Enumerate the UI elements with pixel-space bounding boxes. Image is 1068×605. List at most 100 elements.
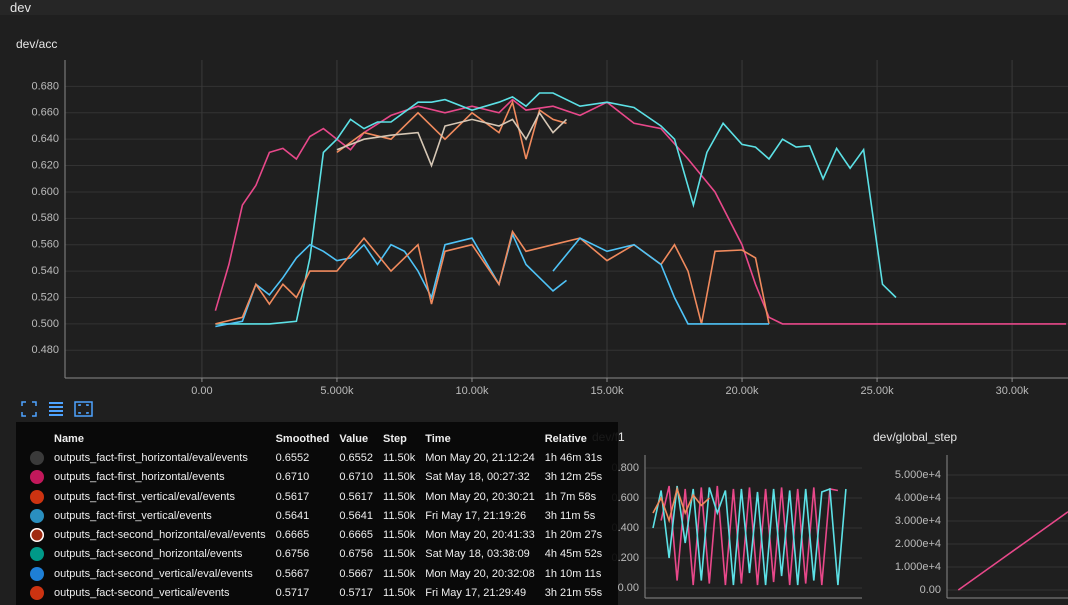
cell: 0.5617 <box>275 490 310 503</box>
swatch-cell <box>26 506 50 525</box>
cell: 1h 20m 27s <box>544 529 603 542</box>
toolbar <box>21 401 93 417</box>
x-tick-label: 20.00k <box>726 385 760 397</box>
swatch-cell <box>26 583 50 602</box>
x-tick-label: 5.000k <box>320 385 354 397</box>
y-tick-label: 0.400 <box>611 522 639 534</box>
series-line <box>215 229 770 325</box>
color-dot <box>30 586 44 601</box>
color-dot <box>30 547 44 562</box>
y-tick-label: 0.500 <box>31 318 59 330</box>
color-dot <box>30 508 44 523</box>
cell: 0.5617 <box>339 490 374 503</box>
fit-icon[interactable] <box>74 401 93 417</box>
cell: 1h 46m 31s <box>544 451 603 464</box>
cell: 0.5641 <box>339 509 374 522</box>
lines-icon[interactable] <box>49 402 63 416</box>
swatch-cell <box>26 448 50 467</box>
cell: 0.6552 <box>339 451 374 464</box>
row: outputs_fact-first_horizontal/eval/event… <box>26 448 608 467</box>
cell: 0.5717 <box>339 587 374 600</box>
y-tick-label: 0.680 <box>31 80 59 92</box>
header-cell: Step <box>383 432 407 445</box>
cell: 0.6665 <box>339 529 374 542</box>
cell: Mon May 20, 20:32:08 <box>425 567 535 580</box>
row: outputs_fact-second_vertical/eval/events… <box>26 564 608 583</box>
x-tick-label: 25.00k <box>861 385 895 397</box>
cell: 4h 45m 52s <box>544 548 603 561</box>
cell: 0.6756 <box>339 548 374 561</box>
y-tick-label: 0.620 <box>31 159 59 171</box>
series-line <box>652 486 710 524</box>
cell: 0.5667 <box>339 567 374 580</box>
y-tick-label: 0.660 <box>31 107 59 119</box>
x-tick-label: 15.00k <box>590 385 624 397</box>
header-cell: Name <box>54 432 84 445</box>
cell: 0.6665 <box>275 529 310 542</box>
y-tick-label: 0.540 <box>31 265 59 277</box>
y-tick-label: 0.560 <box>31 239 59 251</box>
cell: Mon May 20, 20:41:33 <box>425 529 535 542</box>
y-tick-label: 0.200 <box>611 552 639 564</box>
y-tick-label: 0.520 <box>31 291 59 303</box>
header-cell <box>26 429 50 448</box>
series-line <box>336 111 568 168</box>
cell: outputs_fact-second_vertical/events <box>54 587 230 600</box>
y-tick-label: 3.000e+4 <box>895 515 941 527</box>
header-cell: Relative <box>544 432 587 445</box>
cell: 11.50k <box>383 548 416 561</box>
cell: outputs_fact-second_horizontal/events <box>54 548 243 561</box>
cell: outputs_fact-first_vertical/eval/events <box>54 490 235 503</box>
row: outputs_fact-second_horizontal/events 0.6… <box>26 545 608 564</box>
y-tick-label: 0.580 <box>31 212 59 224</box>
y-tick-label: 0.640 <box>31 133 59 145</box>
tooltip-table: Name Smoothed Value Step Time Relative outputs… <box>26 429 608 603</box>
cell: Mon May 20, 21:12:24 <box>425 451 535 464</box>
cell: 3h 11m 5s <box>544 509 596 522</box>
cell: 0.6710 <box>339 471 374 484</box>
group-title: dev <box>10 0 31 15</box>
series-line <box>660 485 839 586</box>
cell: Fri May 17, 21:29:49 <box>425 587 527 600</box>
cell: outputs_fact-second_vertical/eval/events <box>54 567 253 580</box>
cell: 11.50k <box>383 451 416 464</box>
series-line <box>214 98 1067 325</box>
cell: 11.50k <box>383 509 416 522</box>
cell: 3h 12m 25s <box>544 471 603 484</box>
tooltip: Name Smoothed Value Step Time Relative outputs… <box>16 422 618 605</box>
cell: 11.50k <box>383 490 416 503</box>
color-dot <box>30 566 44 581</box>
header-row: Name Smoothed Value Step Time Relative <box>26 429 608 448</box>
series-line <box>652 485 847 586</box>
y-tick-label: 4.000e+4 <box>895 492 941 504</box>
cell: 3h 21m 55s <box>544 587 603 600</box>
x-tick-label: 30.00k <box>996 385 1030 397</box>
y-tick-label: 1.000e+4 <box>895 561 941 573</box>
color-dot <box>30 528 44 543</box>
cell: outputs_fact-second_horizontal/eval/even… <box>54 529 266 542</box>
chart-title: dev/global_step <box>873 430 957 444</box>
cell: Fri May 17, 21:19:26 <box>425 509 527 522</box>
y-tick-label: 0.600 <box>611 492 639 504</box>
row: outputs_fact-second_horizontal/eval/even… <box>26 525 608 544</box>
cell: outputs_fact-first_vertical/events <box>54 509 212 522</box>
cell: 11.50k <box>383 471 416 484</box>
series-line <box>957 511 1068 591</box>
row: outputs_fact-first_vertical/eval/events 0… <box>26 487 608 506</box>
y-tick-label: 0.600 <box>31 186 59 198</box>
header-cell: Time <box>425 432 451 445</box>
y-tick-label: 0.480 <box>31 344 59 356</box>
y-tick-label: 2.000e+4 <box>895 538 941 550</box>
y-tick-label: 0.00 <box>618 582 639 594</box>
x-tick-label: 0.00 <box>191 385 212 397</box>
row: outputs_fact-second_vertical/events 0.571… <box>26 583 608 602</box>
series-line <box>215 231 567 328</box>
y-tick-label: 5.000e+4 <box>895 469 941 481</box>
expand-icon[interactable] <box>21 401 37 417</box>
swatch-cell <box>26 545 50 564</box>
swatch-cell <box>26 487 50 506</box>
color-dot <box>30 489 44 504</box>
cell: Sat May 18, 03:38:09 <box>425 548 530 561</box>
